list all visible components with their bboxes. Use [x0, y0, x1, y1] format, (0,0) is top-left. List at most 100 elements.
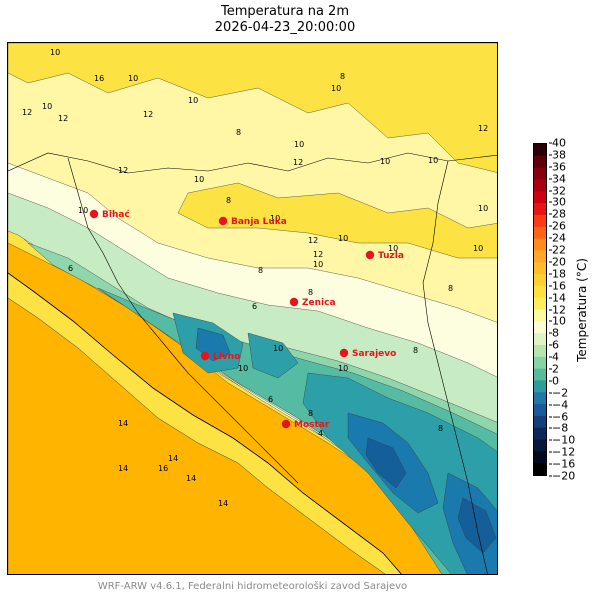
border-north [8, 152, 497, 174]
contour-label: 10 [338, 364, 348, 373]
colorbar-segment [534, 392, 546, 405]
contour-label: 12 [58, 114, 68, 123]
contour-label: 10 [270, 214, 280, 223]
contour-label: 10 [338, 234, 348, 243]
city-label: Sarajevo [352, 349, 396, 359]
colorbar-tick: −16 [548, 457, 576, 471]
contour-label: 8 [413, 346, 418, 355]
colorbar-segment [534, 427, 546, 441]
colorbar-tick: 40 [549, 136, 566, 150]
colorbar-segment [534, 226, 546, 240]
zone-m4-b [457, 497, 497, 554]
contour-label: 10 [473, 244, 483, 253]
contour-label: 6 [252, 302, 257, 311]
colorbar-tick: 32 [549, 184, 566, 198]
colorbar-tick: −10 [548, 433, 576, 447]
border-east [422, 160, 488, 574]
city-marker [89, 209, 99, 219]
colorbar-tick: 2 [549, 362, 559, 376]
contour-label: 10 [388, 244, 398, 253]
coastline [8, 272, 402, 574]
colorbar-tick: −20 [548, 469, 576, 483]
contour-label: 12 [118, 166, 128, 175]
contour-label: 14 [218, 499, 228, 508]
colorbar-tick: 36 [549, 160, 566, 174]
temperature-map: 10 16 10 12 12 10 10 8 10 12 10 8 8 10 10 12 10 12 12 10 10 1… [7, 42, 498, 575]
colorbar-tick: −6 [548, 410, 569, 424]
colorbar-segment [534, 368, 546, 381]
city-label: Mostar [294, 420, 330, 430]
contour-label: 12 [308, 236, 318, 245]
colorbar-segment [534, 309, 546, 322]
colorbar-segment [534, 238, 546, 251]
colorbar-tick: 30 [549, 195, 566, 209]
colorbar-segment [534, 380, 546, 393]
contour-label: 10 [313, 260, 323, 269]
colorbar-tick: 0 [549, 374, 559, 388]
colorbar-tick: −2 [548, 386, 569, 400]
contour-label: 16 [94, 74, 104, 83]
colorbar-segment [534, 344, 546, 358]
colorbar-tick: 38 [549, 148, 566, 162]
colorbar-segment [534, 404, 546, 417]
contour-label: 12 [293, 158, 303, 167]
colorbar-tick: −12 [548, 445, 576, 459]
contour-label: 12 [478, 124, 488, 133]
colorbar-segment [534, 167, 546, 180]
zone-m4-a [365, 437, 407, 489]
contour-label: 8 [226, 196, 231, 205]
city-markers: Bihać Banja Luka Tuzla Zenica Livno Sarajevo M… [89, 209, 404, 430]
colorbar-tick: 20 [549, 255, 566, 269]
colorbar-tick: 14 [549, 291, 566, 305]
colorbar-segment [534, 214, 546, 228]
zone-12-band [177, 182, 497, 259]
contour-label: 8 [308, 409, 313, 418]
contour-label: 12 [22, 108, 32, 117]
city-marker [365, 250, 375, 260]
colorbar-segment [534, 144, 546, 157]
colorbar-tick: 10 [549, 314, 566, 328]
contour-label: 10 [380, 157, 390, 166]
colorbar-segment [534, 297, 546, 310]
city-marker [289, 297, 299, 307]
contour-label: 8 [236, 128, 241, 137]
colorbar-tick: −4 [548, 398, 569, 412]
contour-label: 8 [448, 284, 453, 293]
colorbar-segment [534, 356, 546, 370]
zone-12-north [8, 43, 497, 173]
zone-0-c [247, 332, 299, 379]
chart-datetime: 2026-04-23_20:00:00 [214, 20, 356, 35]
contour-label: 10 [50, 48, 60, 57]
contour-label: 14 [186, 474, 196, 483]
contour-label: 10 [42, 102, 52, 111]
contour-label: 10 [238, 364, 248, 373]
colorbar-tick: 28 [549, 207, 566, 221]
contour-label: 14 [168, 454, 178, 463]
colorbar-label: Temperatura (°C) [575, 258, 589, 362]
contour-label: 12 [143, 110, 153, 119]
colorbar-tick: 12 [549, 303, 566, 316]
colorbar [533, 143, 547, 476]
contour-label: 10 [331, 84, 341, 93]
contour-label: 8 [340, 72, 345, 81]
colorbar-segment [534, 250, 546, 263]
contour-label: 8 [438, 424, 443, 433]
contour-label: 8 [308, 288, 313, 297]
colorbar-tick: 6 [549, 338, 559, 352]
colorbar-tick: −8 [548, 421, 569, 435]
city-label: Banja Luka [231, 217, 287, 227]
colorbar-ticks: 40 38 36 34 32 30 28 26 24 22 20 18 16 14 12 10 8 6 4 2 0 −2−… [548, 138, 588, 482]
chart-title: Temperatura na 2m [220, 4, 349, 19]
colorbar-tick: 4 [549, 350, 559, 364]
city-label: Bihać [102, 209, 130, 220]
contour-labels: 10 16 10 12 12 10 10 8 10 12 10 8 8 10 10 12 10 12 12 10 10 1… [22, 48, 488, 508]
border-west [67, 157, 299, 484]
city-label: Zenica [302, 298, 336, 308]
city-marker [281, 419, 291, 429]
colorbar-segment [534, 179, 546, 192]
colorbar-tick: 22 [549, 243, 566, 257]
colorbar-tick: 8 [549, 326, 559, 340]
city-label: Tuzla [378, 251, 404, 261]
contour-label: 16 [158, 464, 168, 473]
contour-label: 6 [68, 264, 73, 273]
